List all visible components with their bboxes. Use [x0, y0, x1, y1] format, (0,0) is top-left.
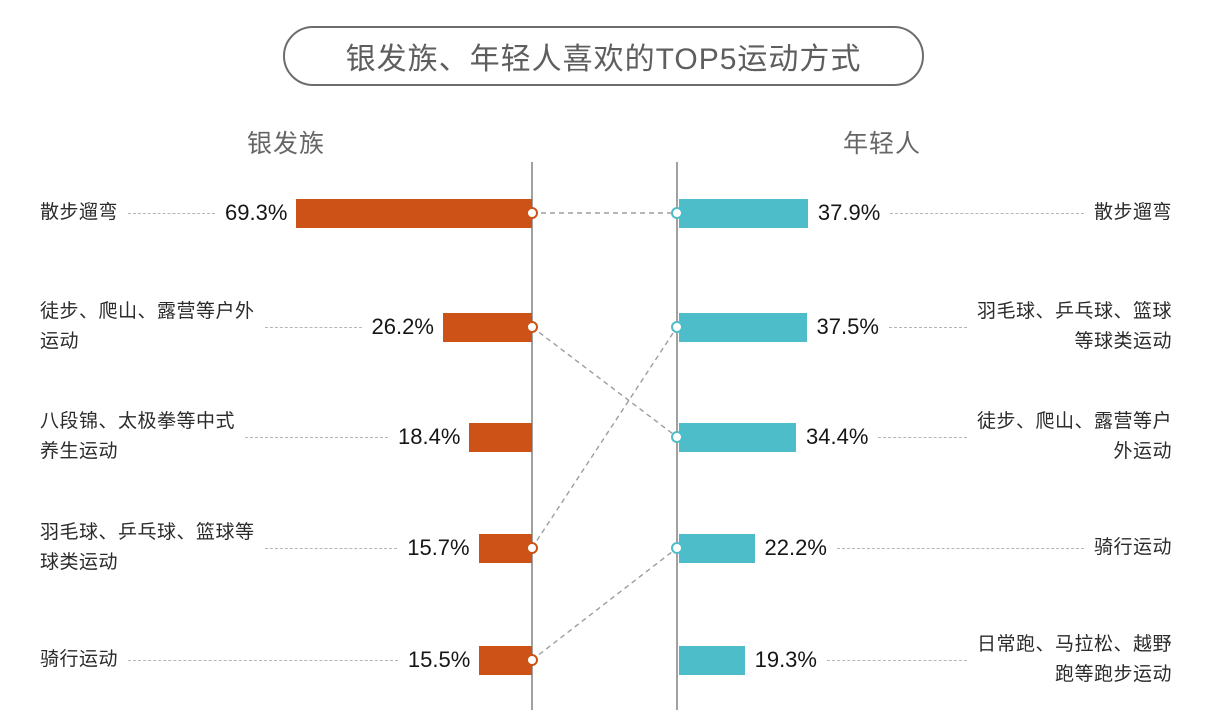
- category-label: 羽毛球、乒乓球、篮球 等球类运动: [976, 301, 1172, 352]
- value-label: 69.3%: [225, 200, 288, 225]
- chart-row-silver-3: 八段锦、太极拳等中式 养生运动 18.4%: [40, 405, 532, 469]
- value-label: 18.4%: [398, 424, 461, 449]
- chart-title-pill: 银发族、年轻人喜欢的TOP5运动方式: [283, 26, 924, 86]
- connector-dot: [671, 431, 683, 443]
- chart-row-silver-4: 羽毛球、乒乓球、篮球等 球类运动 15.7%: [40, 516, 532, 580]
- leader-line: [878, 436, 967, 438]
- value-label: 15.7%: [407, 535, 470, 560]
- value-label: 19.3%: [754, 647, 817, 672]
- connector-dot: [671, 542, 683, 554]
- bar-young-1: [679, 198, 808, 228]
- value-label: 37.5%: [816, 314, 879, 339]
- category-label: 徒步、爬山、露营等户外 运动: [40, 301, 255, 352]
- value-label: 26.2%: [371, 314, 434, 339]
- category-label: 羽毛球、乒乓球、篮球等 球类运动: [40, 522, 255, 573]
- connector-dot: [526, 207, 538, 219]
- bar-silver-5: [479, 645, 532, 675]
- bar-young-5: [679, 645, 745, 675]
- leader-line: [826, 659, 967, 661]
- category-label: 徒步、爬山、露营等户 外运动: [976, 411, 1172, 462]
- connector-dot: [526, 542, 538, 554]
- leader-line: [245, 436, 389, 438]
- leader-line: [128, 212, 216, 214]
- bar-young-4: [679, 533, 755, 563]
- chart-row-silver-1: 散步遛弯 69.3%: [40, 181, 532, 245]
- leader-line: [264, 547, 398, 549]
- category-label: 散步遛弯: [40, 202, 119, 223]
- chart-row-young-4: 22.2% 骑行运动: [679, 516, 1172, 580]
- bar-silver-3: [469, 422, 532, 452]
- value-label: 22.2%: [764, 535, 827, 560]
- bar-young-2: [679, 312, 807, 342]
- chart-row-young-1: 37.9% 散步遛弯: [679, 181, 1172, 245]
- chart-row-silver-5: 骑行运动 15.5%: [40, 628, 532, 692]
- leader-line: [836, 547, 1084, 549]
- leader-line: [128, 659, 398, 661]
- value-label: 15.5%: [407, 647, 471, 672]
- chart-title: 银发族、年轻人喜欢的TOP5运动方式: [345, 43, 862, 76]
- connection-dashed-line: [531, 326, 678, 549]
- chart-row-young-3: 34.4% 徒步、爬山、露营等户 外运动: [679, 405, 1172, 469]
- bar-silver-4: [478, 533, 532, 563]
- bar-silver-2: [442, 312, 532, 342]
- category-label: 散步遛弯: [1093, 202, 1172, 223]
- leader-line: [890, 212, 1084, 214]
- chart-row-young-2: 37.5% 羽毛球、乒乓球、篮球 等球类运动: [679, 295, 1172, 359]
- connection-dashed-line: [531, 326, 678, 438]
- bar-young-3: [679, 422, 796, 452]
- column-header-young: 年轻人: [842, 130, 921, 158]
- left-axis-line: [531, 162, 533, 710]
- connection-dashed-line: [531, 547, 678, 661]
- category-label: 骑行运动: [1093, 537, 1172, 558]
- connector-dot: [671, 321, 683, 333]
- column-header-silver: 银发族: [246, 130, 325, 158]
- leader-line: [888, 326, 967, 328]
- chart-row-silver-2: 徒步、爬山、露营等户外 运动 26.2%: [40, 295, 532, 359]
- category-label: 日常跑、马拉松、越野 跑等跑步运动: [976, 634, 1172, 685]
- chart-row-young-5: 19.3% 日常跑、马拉松、越野 跑等跑步运动: [679, 628, 1172, 692]
- connector-dot: [526, 654, 538, 666]
- leader-line: [264, 326, 362, 328]
- bar-silver-1: [296, 198, 532, 228]
- category-label: 骑行运动: [40, 649, 119, 670]
- value-label: 34.4%: [806, 424, 869, 449]
- connector-dot: [671, 207, 683, 219]
- connector-dot: [526, 321, 538, 333]
- category-label: 八段锦、太极拳等中式 养生运动: [40, 411, 236, 462]
- value-label: 37.9%: [817, 200, 881, 225]
